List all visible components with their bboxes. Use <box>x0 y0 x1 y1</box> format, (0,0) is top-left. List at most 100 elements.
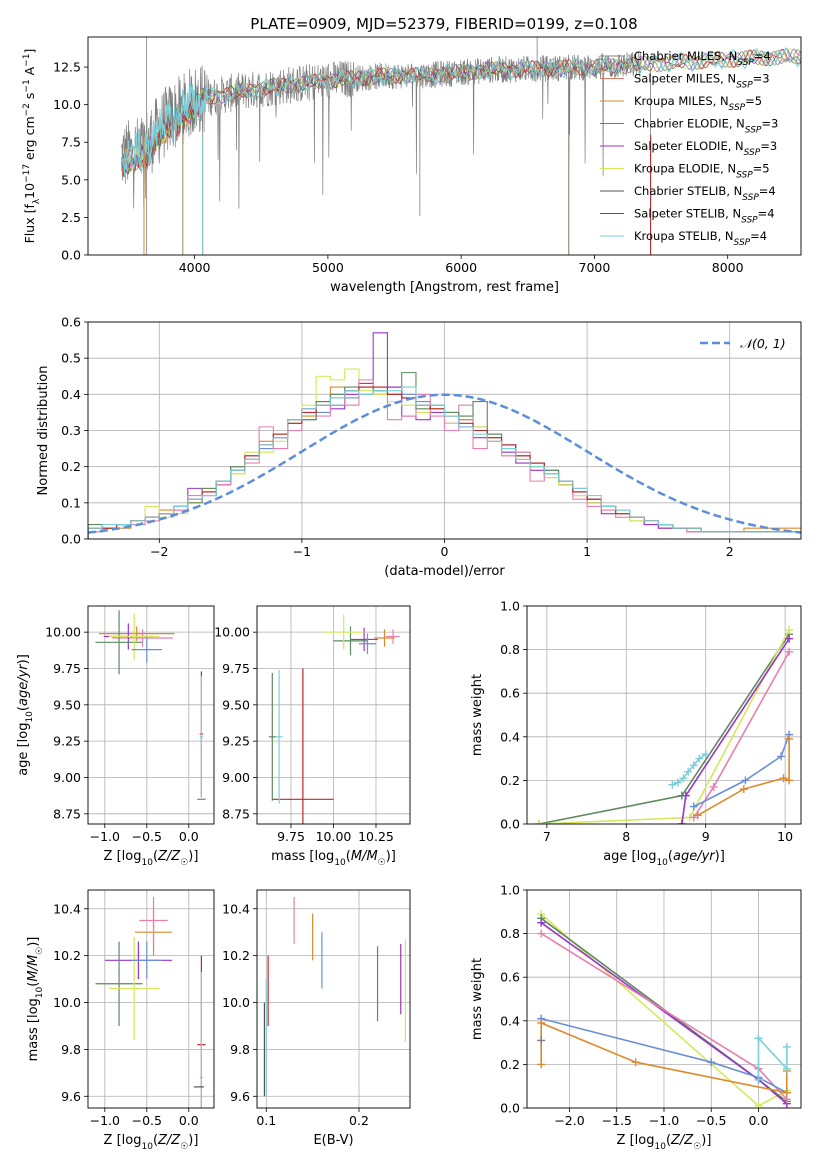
weight-marker <box>785 625 794 634</box>
y-tick-label: 0.8 <box>500 926 520 941</box>
y-tick-label: 7.5 <box>61 135 81 150</box>
panel-age_vs_mass: 9.75 10.00 10.25 8.75 9.00 9.25 9.50 9.75 10.00 m… <box>214 605 411 868</box>
x-tick-label: 6000 <box>445 260 477 275</box>
panel-massweight_vs_Z: −2.0 −1.5 −1.0 −0.5 0.0 0.0 0.2 0.4 0.6 0.8 1.0 Z [… <box>470 883 802 1152</box>
plot-area <box>95 897 206 1108</box>
weight-marker <box>537 929 546 938</box>
x-axis-label: Z [log10(Z/Z☉)] <box>104 849 199 868</box>
y-tick-label: 10.4 <box>53 901 81 916</box>
gaussian-curve <box>88 393 801 534</box>
x-tick-label: 7 <box>543 829 551 844</box>
y-axis-label: age [log10(age/yr)] <box>16 654 35 776</box>
legend-label: Kroupa MILES, NSSP=5 <box>634 94 762 113</box>
y-axis-label: mass weight <box>470 674 485 756</box>
panel-mass_vs_ebv: 0.1 0.2 9.6 9.8 10.0 10.2 10.4 E(B-V) <box>222 889 411 1148</box>
y-tick-label: 0.2 <box>500 1057 520 1072</box>
y-tick-label: 0.1 <box>61 495 81 510</box>
y-tick-label: 0.4 <box>500 1013 520 1028</box>
legend-label: Salpeter ELODIE, NSSP=3 <box>634 139 777 158</box>
x-tick-label: −2.0 <box>554 1113 584 1128</box>
x-axis-label: mass [log10(M/M☉)] <box>271 849 396 868</box>
weight-marker <box>779 774 788 783</box>
x-tick-label: 10.00 <box>316 829 352 844</box>
x-tick-label: 9 <box>702 829 710 844</box>
x-tick-label: −0.5 <box>132 1113 162 1128</box>
x-axis-label: age [log10(age/yr)] <box>603 849 725 868</box>
y-tick-label: 0.4 <box>61 387 81 402</box>
weight-marker <box>739 785 748 794</box>
weight-marker <box>785 647 794 656</box>
y-tick-label: 10.0 <box>222 995 250 1010</box>
plot-area <box>537 909 791 1108</box>
panel-mass_vs_Z: −1.0 −0.5 0.0 9.6 9.8 10.0 10.2 10.4 Z [log10(Z/… <box>26 889 215 1152</box>
axes-frame <box>256 605 411 825</box>
panel-spectrum: 4000 5000 6000 7000 8000 0.0 2.5 5.0 7.5 10.0 12.5… <box>22 36 802 295</box>
panel-residuals: −2 −1 0 1 2 0.0 0.1 0.2 0.3 0.4 0.5 0.6 (data-model)… <box>36 315 802 579</box>
x-tick-label: −0.5 <box>696 1113 726 1128</box>
x-tick-label: 5000 <box>312 260 344 275</box>
weight-marker <box>709 782 718 791</box>
legend-label: Chabrier STELIB, NSSP=4 <box>634 184 776 203</box>
y-tick-label: 9.00 <box>222 770 250 785</box>
y-axis-label: Normed distribution <box>36 366 51 496</box>
y-tick-label: 9.75 <box>222 661 250 676</box>
x-tick-label: 0.0 <box>179 829 199 844</box>
y-tick-label: 0.0 <box>500 817 520 832</box>
y-tick-label: 9.00 <box>53 770 81 785</box>
y-tick-label: 0.3 <box>61 423 81 438</box>
weight-line <box>693 651 790 818</box>
weight-line <box>541 1017 788 1094</box>
plot-area <box>268 614 400 824</box>
y-tick-label: 0.4 <box>500 729 520 744</box>
weight-line <box>538 633 790 824</box>
y-axis-label: mass weight <box>470 958 485 1040</box>
y-tick-label: 10.0 <box>53 97 81 112</box>
weight-marker <box>782 1088 791 1097</box>
legend-label: Chabrier ELODIE, NSSP=3 <box>634 117 778 136</box>
residual-legend: 𝒩(0, 1) <box>700 336 786 351</box>
y-axis-label: Flux [fλ10−17 erg cm−2 s−1 A−1] <box>22 49 42 244</box>
x-tick-label: 2 <box>726 544 734 559</box>
y-tick-label: 0.2 <box>61 459 81 474</box>
legend-label: 𝒩(0, 1) <box>740 336 786 351</box>
axes-frame <box>87 321 802 540</box>
weight-marker <box>754 1101 763 1108</box>
x-tick-label: −0.5 <box>132 829 162 844</box>
x-tick-label: −1.5 <box>602 1113 632 1128</box>
weight-marker <box>785 776 794 785</box>
x-tick-label: 0.1 <box>256 1113 276 1128</box>
y-tick-label: 9.8 <box>230 1042 250 1057</box>
weight-marker <box>673 778 682 787</box>
y-tick-label: 5.0 <box>61 172 81 187</box>
weight-marker <box>681 791 690 800</box>
weight-marker <box>537 1036 546 1045</box>
y-tick-label: 10.00 <box>214 625 250 640</box>
plot-area <box>263 897 406 1097</box>
weight-marker <box>631 1058 640 1067</box>
y-tick-label: 0.6 <box>500 686 520 701</box>
axes-frame <box>87 889 215 1109</box>
y-tick-label: 9.6 <box>230 1089 250 1104</box>
axes-frame <box>526 889 802 1109</box>
weight-line <box>538 629 790 824</box>
y-tick-label: 9.50 <box>53 697 81 712</box>
plot-area <box>120 37 801 255</box>
histogram-step <box>88 386 801 539</box>
weight-marker <box>701 750 710 759</box>
y-tick-label: 0.0 <box>61 532 81 547</box>
y-tick-label: 10.0 <box>53 995 81 1010</box>
x-axis-label: E(B-V) <box>313 1133 353 1148</box>
y-tick-label: 9.6 <box>61 1089 81 1104</box>
x-tick-label: 4000 <box>179 260 211 275</box>
x-axis-label: wavelength [Angstrom, rest frame] <box>330 280 559 295</box>
spectrum-model-line-kroupa-stelib <box>120 47 801 176</box>
y-tick-label: 1.0 <box>500 599 520 614</box>
y-tick-label: 2.5 <box>61 210 81 225</box>
weight-marker <box>679 774 688 783</box>
weight-line <box>693 734 790 808</box>
y-tick-label: 1.0 <box>500 883 520 898</box>
x-tick-label: −1.0 <box>90 1113 120 1128</box>
y-tick-label: 9.50 <box>222 697 250 712</box>
y-tick-label: 12.5 <box>53 60 81 75</box>
